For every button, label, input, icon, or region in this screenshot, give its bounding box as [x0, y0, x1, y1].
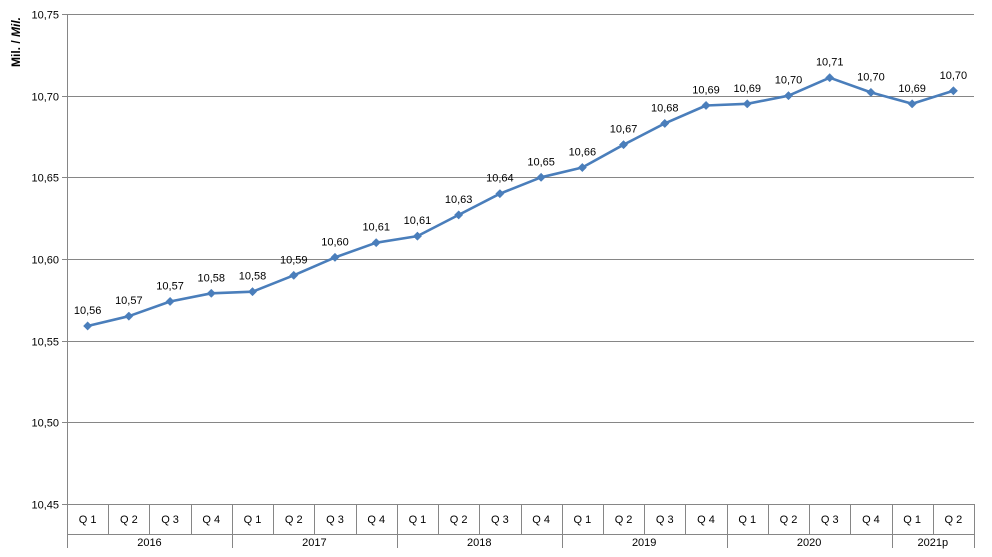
data-label: 10,61	[404, 215, 432, 227]
y-axis-title-text: Mil. /	[9, 37, 23, 67]
data-label: 10,67	[610, 124, 638, 136]
x-year-label: 2017	[302, 537, 326, 549]
y-tick-label: 10,45	[31, 500, 59, 512]
x-quarter-label: Q 4	[697, 514, 715, 526]
data-point-marker	[165, 296, 175, 307]
y-tick-label: 10,70	[31, 92, 59, 104]
x-quarter-label: Q 4	[202, 514, 220, 526]
data-label: 10,59	[280, 254, 308, 266]
x-axis: Q 1 Q 2 Q 3 Q 4 Q 1 Q 2 Q 3 Q 4 Q 1 Q 2 Q 3 Q 4 Q 1 Q…	[67, 504, 975, 549]
data-point-marker	[124, 311, 134, 321]
x-quarter-label: Q 3	[656, 514, 674, 526]
data-label: 10,58	[239, 271, 267, 283]
data-point-marker	[783, 91, 794, 101]
x-quarter-label: Q 1	[79, 514, 97, 526]
x-quarter-label: Q 3	[326, 514, 344, 526]
data-point-marker	[660, 118, 670, 128]
data-point-marker	[83, 321, 93, 331]
y-axis: 10,45 10,50 10,55 10,60 10,65 10,70 10,75	[31, 10, 68, 548]
data-label: 10,66	[569, 147, 597, 159]
data-label: 10,57	[156, 280, 184, 292]
data-point-marker	[619, 140, 629, 150]
data-label: 10,71	[816, 57, 844, 69]
data-label: 10,61	[362, 222, 390, 234]
data-point-marker	[454, 210, 464, 220]
x-quarter-label: Q 4	[862, 514, 880, 526]
series-polyline	[87, 76, 954, 328]
data-point-marker	[371, 238, 381, 248]
series-line	[83, 73, 958, 331]
data-label: 10,57	[115, 295, 143, 307]
data-label: 10,69	[692, 84, 720, 96]
data-label: 10,56	[74, 305, 102, 317]
data-label: 10,63	[445, 194, 473, 206]
x-quarter-label: Q 3	[821, 514, 839, 526]
data-point-marker	[206, 288, 216, 298]
data-point-marker	[742, 99, 752, 109]
x-quarter-label: Q 1	[573, 514, 591, 526]
x-year-label: 2020	[797, 537, 821, 549]
data-label: 10,70	[857, 71, 885, 83]
data-point-marker	[330, 252, 340, 262]
data-label: 10,70	[940, 70, 968, 82]
x-quarter-label: Q 4	[532, 514, 550, 526]
y-tick-label: 10,65	[31, 173, 59, 185]
x-quarter-label: Q 2	[120, 514, 138, 526]
y-tick-label: 10,55	[31, 337, 59, 349]
y-tick-label: 10,50	[31, 418, 59, 430]
data-point-marker	[948, 86, 958, 96]
x-quarter-label: Q 1	[738, 514, 756, 526]
x-quarter-label: Q 1	[409, 514, 427, 526]
x-quarter-label: Q 4	[367, 514, 385, 526]
gridlines	[67, 14, 974, 505]
data-point-marker	[247, 287, 258, 297]
data-labels: 10,56 10,57 10,57 10,58 10,58 10,59 10,60 10,61…	[74, 57, 967, 317]
data-point-marker	[907, 99, 917, 109]
data-label: 10,64	[486, 173, 514, 185]
x-quarter-label: Q 2	[450, 514, 468, 526]
data-point-marker	[577, 162, 587, 173]
data-label: 10,69	[733, 83, 761, 95]
x-quarter-label: Q 1	[903, 514, 921, 526]
data-point-marker	[412, 231, 422, 241]
y-axis-title-italic: Mil.	[9, 17, 23, 37]
x-year-label: 2019	[632, 537, 656, 549]
x-quarter-label: Q 2	[945, 514, 963, 526]
data-point-marker	[495, 189, 505, 199]
x-year-label: 2018	[467, 537, 491, 549]
data-point-marker	[866, 87, 876, 97]
y-tick-label: 10,60	[31, 255, 59, 267]
x-quarter-label: Q 3	[161, 514, 179, 526]
data-label: 10,60	[321, 236, 349, 248]
svg-text:Mil. / Mil.: Mil. / Mil.	[9, 17, 23, 67]
data-point-marker	[825, 73, 835, 83]
data-point-marker	[701, 100, 711, 111]
data-label: 10,70	[775, 75, 803, 87]
x-quarter-label: Q 2	[285, 514, 303, 526]
y-tick-label: 10,75	[31, 10, 59, 22]
data-point-marker	[536, 172, 546, 182]
x-year-label: 2016	[137, 537, 161, 549]
x-year-label: 2021p	[917, 537, 948, 549]
data-label: 10,58	[198, 272, 226, 284]
data-label: 10,65	[527, 156, 555, 168]
x-quarter-label: Q 1	[244, 514, 262, 526]
data-point-marker	[289, 270, 299, 280]
x-quarter-label: Q 2	[780, 514, 798, 526]
x-quarter-label: Q 2	[615, 514, 633, 526]
x-quarter-label: Q 3	[491, 514, 509, 526]
y-axis-title: Mil. / Mil.	[9, 17, 23, 67]
data-label: 10,69	[898, 83, 926, 95]
data-label: 10,68	[651, 102, 679, 114]
